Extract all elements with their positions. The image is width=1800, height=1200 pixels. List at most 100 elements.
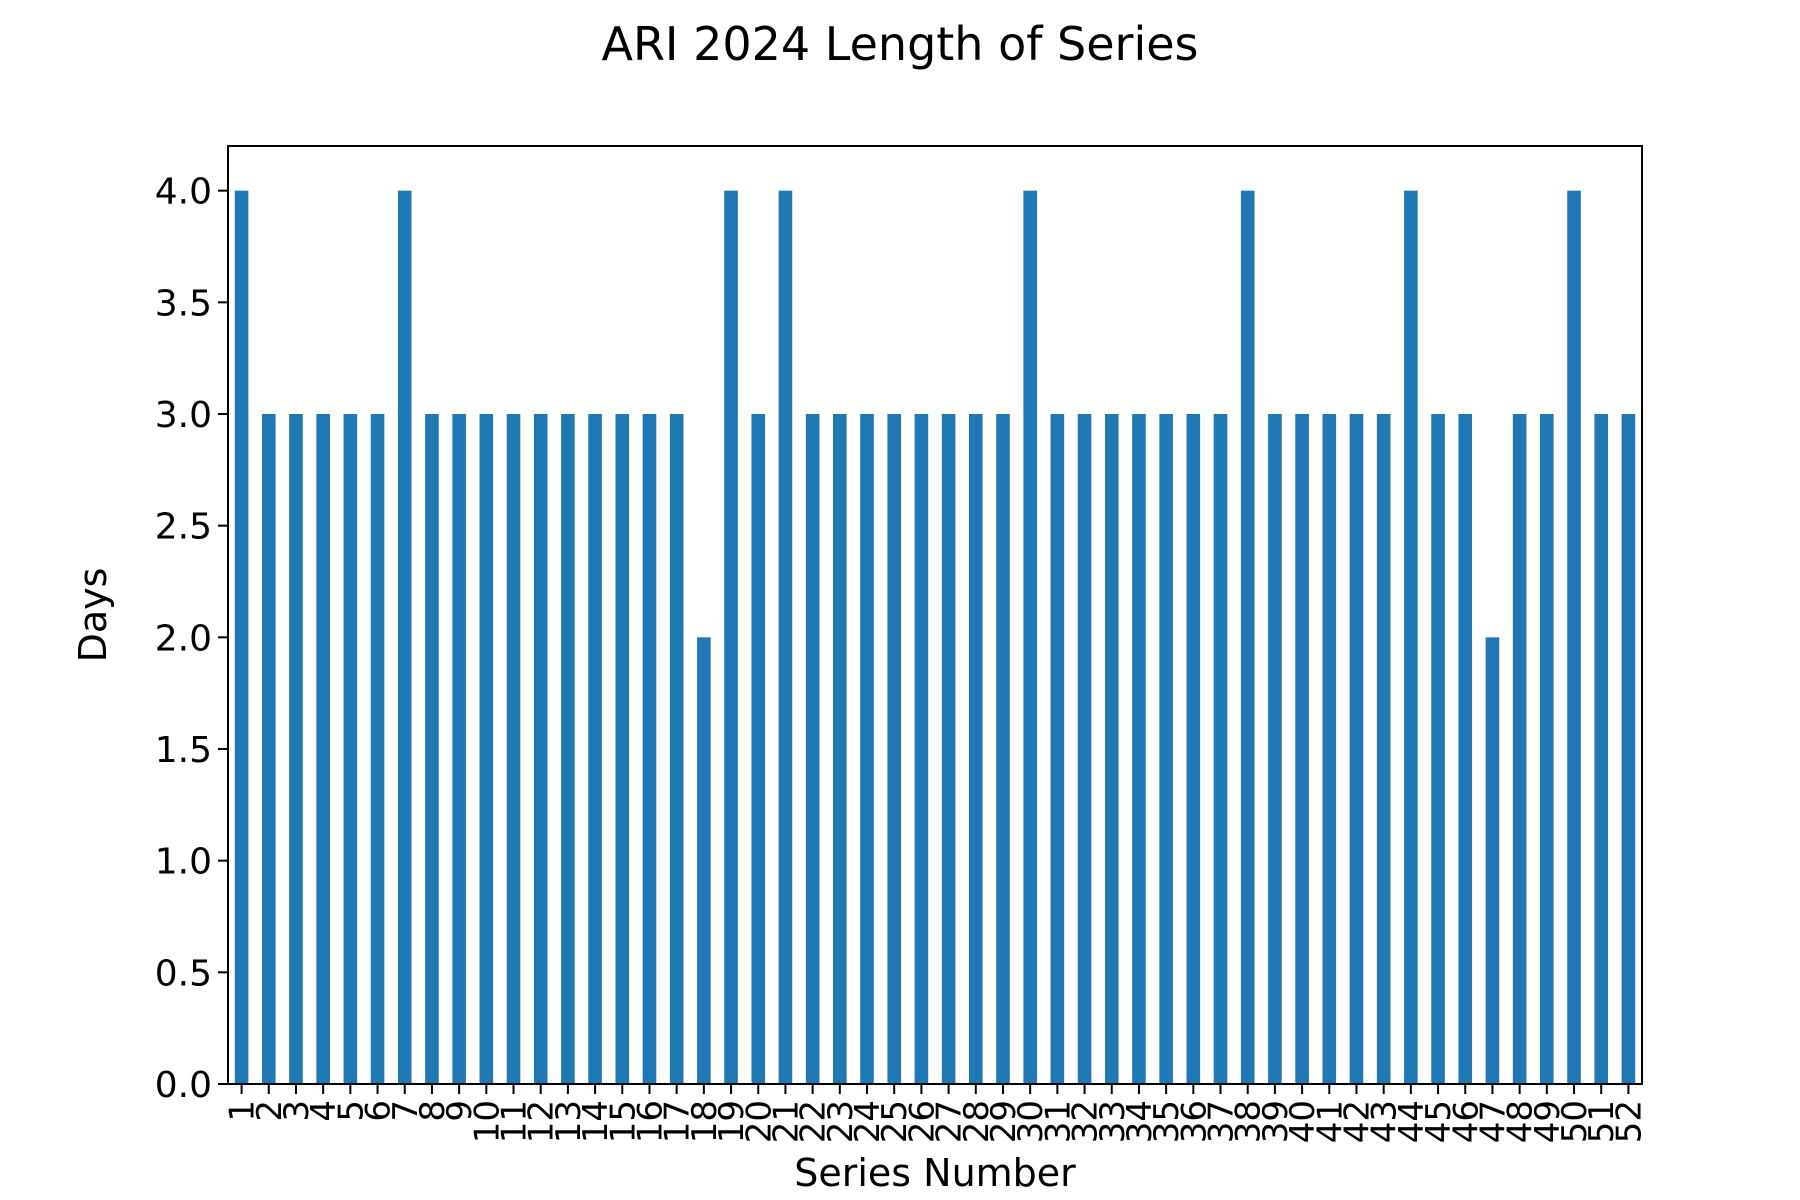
bar-series-44 [1404, 190, 1418, 1084]
bar-series-30 [1023, 190, 1037, 1084]
bar-series-42 [1349, 414, 1364, 1084]
x-tick-label: 14 [576, 1100, 616, 1143]
bar-series-8 [425, 414, 439, 1084]
x-tick-label: 44 [1392, 1100, 1432, 1143]
x-tick-label: 45 [1419, 1100, 1459, 1143]
x-tick-label: 49 [1528, 1100, 1568, 1143]
bar-series-21 [778, 190, 793, 1084]
x-tick-label: 34 [1120, 1100, 1160, 1143]
bar-series-36 [1186, 414, 1201, 1084]
x-tick-label: 5 [331, 1100, 371, 1122]
x-tick-label: 26 [902, 1100, 942, 1143]
bar-series-45 [1431, 414, 1445, 1084]
bar-series-20 [751, 414, 766, 1084]
x-tick-label: 51 [1582, 1100, 1622, 1143]
bar-series-43 [1376, 414, 1391, 1084]
x-tick-label: 1 [223, 1100, 263, 1122]
x-tick-label: 15 [603, 1100, 643, 1143]
bar-series-2 [261, 414, 276, 1084]
bar-series-7 [397, 190, 412, 1084]
x-tick-label: 7 [386, 1100, 426, 1122]
y-tick-label: 0.0 [155, 1065, 212, 1106]
x-tick-label: 52 [1609, 1100, 1649, 1143]
bar-series-26 [914, 414, 929, 1084]
bar-series-3 [289, 414, 303, 1084]
bar-series-31 [1050, 414, 1065, 1084]
x-tick-label: 10 [467, 1100, 507, 1143]
x-tick-label: 43 [1365, 1100, 1405, 1143]
x-tick-label: 17 [658, 1100, 698, 1143]
x-tick-label: 13 [549, 1100, 589, 1143]
bar-series-22 [805, 414, 820, 1084]
x-tick-label: 31 [1038, 1100, 1078, 1143]
bar-series-18 [697, 637, 711, 1084]
x-tick-label: 24 [848, 1100, 888, 1143]
bar-series-50 [1567, 190, 1581, 1084]
bar-series-25 [887, 414, 902, 1084]
chart-title: ARI 2024 Length of Series [601, 17, 1198, 71]
y-tick-label: 1.5 [155, 730, 212, 771]
x-tick-label: 6 [359, 1100, 399, 1122]
x-tick-label: 42 [1337, 1100, 1377, 1143]
bar-series-39 [1268, 414, 1282, 1084]
x-tick-label: 36 [1174, 1100, 1214, 1143]
y-tick-label: 3.5 [155, 283, 212, 324]
plot-frame [227, 145, 1643, 1085]
y-tick-label: 2.5 [155, 507, 212, 548]
y-tick-label: 0.5 [155, 953, 212, 994]
x-tick-label: 20 [739, 1100, 779, 1143]
bar-series-47 [1485, 637, 1500, 1084]
bar-series-9 [452, 414, 466, 1084]
x-tick-label: 4 [304, 1100, 344, 1122]
x-tick-label: 40 [1283, 1100, 1323, 1143]
x-tick-label: 16 [630, 1100, 670, 1143]
x-tick-label: 39 [1256, 1100, 1296, 1143]
bar-series-1 [234, 190, 249, 1084]
x-tick-label: 30 [1011, 1100, 1051, 1143]
y-tick-label: 1.0 [155, 842, 212, 883]
bar-series-29 [996, 414, 1010, 1084]
x-tick-label: 11 [495, 1100, 535, 1143]
bar-series-17 [669, 414, 684, 1084]
x-tick-label: 9 [440, 1100, 480, 1122]
x-tick-label: 37 [1202, 1100, 1242, 1143]
bar-series-52 [1621, 414, 1636, 1084]
bar-series-15 [615, 414, 630, 1084]
bar-series-40 [1295, 414, 1309, 1084]
bar-series-4 [316, 414, 330, 1084]
x-tick-label: 48 [1501, 1100, 1541, 1143]
bar-series-6 [370, 414, 385, 1084]
bar-series-34 [1132, 414, 1146, 1084]
x-tick-label: 46 [1446, 1100, 1486, 1143]
bar-series-28 [968, 414, 983, 1084]
x-axis-label: Series Number [794, 1151, 1076, 1195]
bar-series-24 [860, 414, 874, 1084]
x-tick-label: 12 [522, 1100, 562, 1143]
bar-series-12 [533, 414, 548, 1084]
bar-series-38 [1240, 190, 1255, 1084]
bar-series-19 [724, 190, 738, 1084]
bar-series-46 [1458, 414, 1473, 1084]
x-tick-label: 50 [1555, 1100, 1595, 1143]
bars-group [234, 190, 1636, 1084]
plot-area: 0.00.51.01.52.02.53.03.54.0 123456789101… [155, 145, 1649, 1143]
bar-series-32 [1077, 414, 1092, 1084]
x-tick-label: 19 [712, 1100, 752, 1143]
y-tick-label: 3.0 [155, 395, 212, 436]
x-tick-label: 8 [413, 1100, 453, 1122]
bar-series-10 [479, 414, 494, 1084]
bar-series-35 [1159, 414, 1173, 1084]
bar-series-13 [561, 414, 575, 1084]
x-tick-label: 28 [957, 1100, 997, 1143]
x-tick-label: 25 [875, 1100, 915, 1143]
bar-series-37 [1213, 414, 1228, 1084]
bar-series-27 [941, 414, 956, 1084]
bar-series-41 [1322, 414, 1337, 1084]
x-tick-label: 35 [1147, 1100, 1187, 1143]
bar-series-48 [1512, 414, 1527, 1084]
x-tick-label: 18 [685, 1100, 725, 1143]
x-tick-label: 2 [250, 1100, 290, 1122]
bar-series-51 [1594, 414, 1609, 1084]
y-axis: 0.0 0.5 1.0 1.5 2.0 2.5 3.0 3.5 4.0 [155, 172, 228, 1106]
